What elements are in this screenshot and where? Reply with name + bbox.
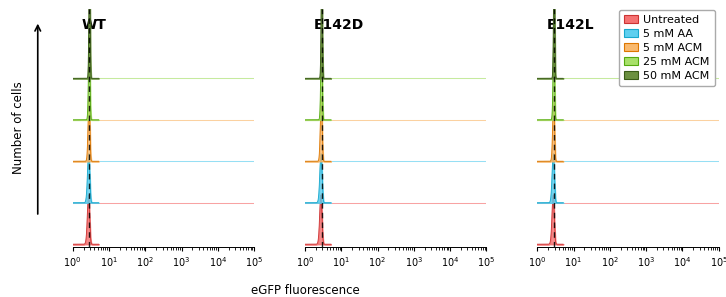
Legend: Untreated, 5 mM AA, 5 mM ACM, 25 mM ACM, 50 mM ACM: Untreated, 5 mM AA, 5 mM ACM, 25 mM ACM,… [619,10,715,86]
Text: eGFP fluorescence: eGFP fluorescence [250,284,359,297]
Text: E142D: E142D [314,18,364,32]
Text: E142L: E142L [547,18,594,32]
Text: WT: WT [82,18,107,32]
Text: Number of cells: Number of cells [12,81,25,174]
